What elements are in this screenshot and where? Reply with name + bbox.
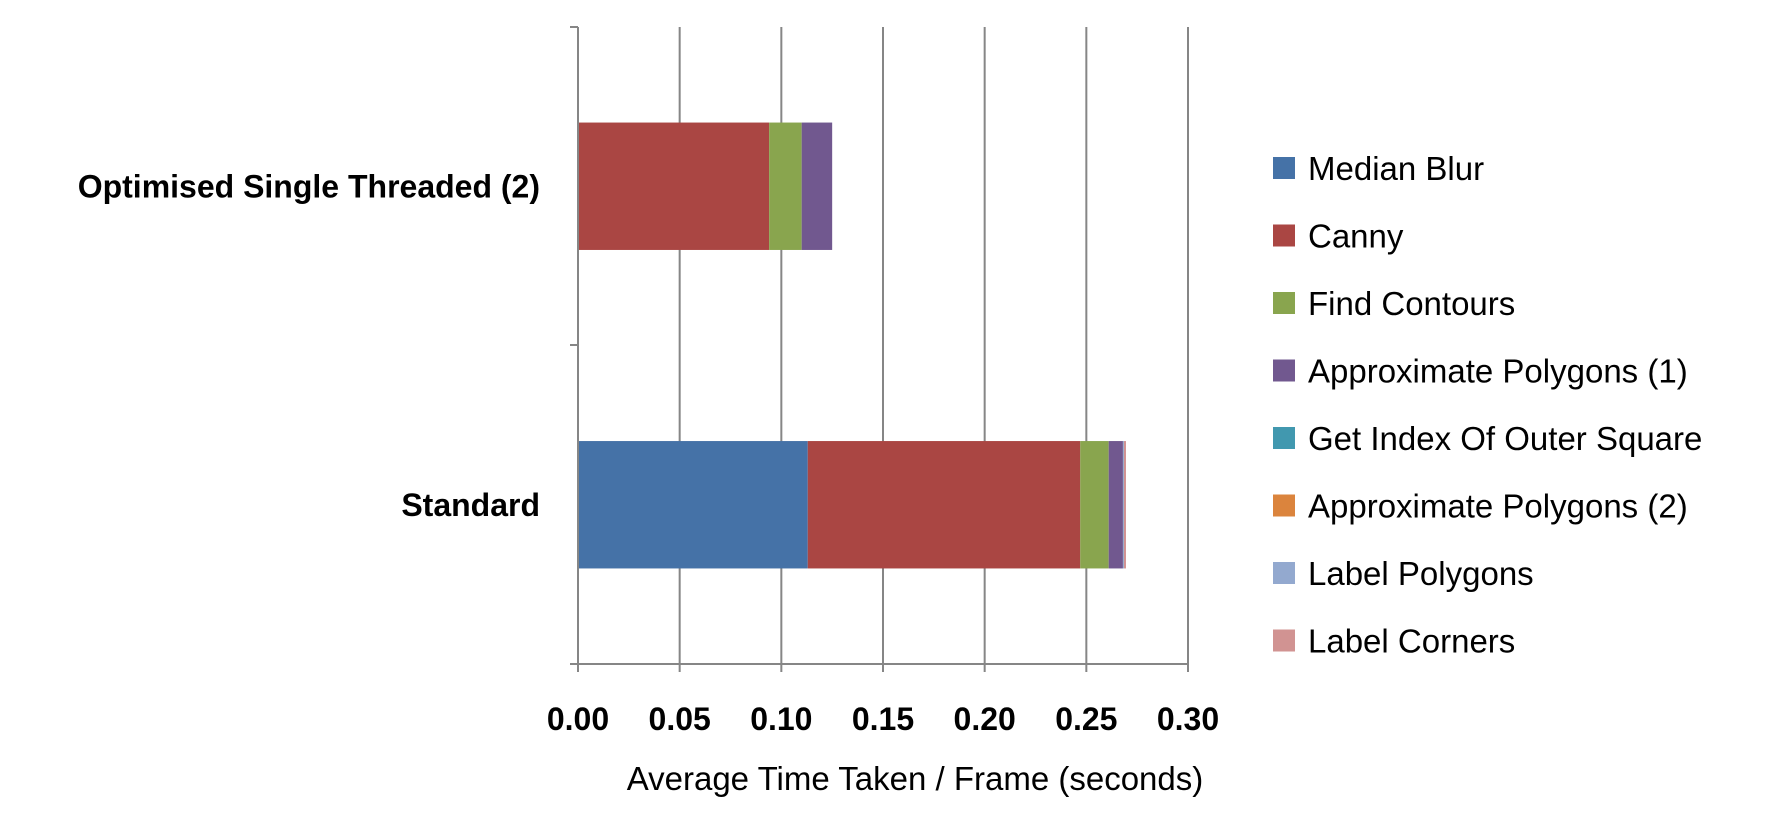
legend-label: Approximate Polygons (2) bbox=[1308, 488, 1688, 525]
x-tick-label: 0.10 bbox=[750, 701, 812, 737]
category-label: Optimised Single Threaded (2) bbox=[78, 168, 540, 204]
legend-swatch bbox=[1273, 427, 1295, 449]
legend-swatch bbox=[1273, 629, 1295, 652]
category-label: Standard bbox=[401, 487, 540, 523]
legend-label: Median Blur bbox=[1308, 150, 1484, 187]
legend-label: Label Polygons bbox=[1308, 555, 1534, 592]
x-tick-label: 0.15 bbox=[852, 701, 914, 737]
legend-swatch bbox=[1273, 224, 1295, 247]
legend-swatch bbox=[1273, 292, 1295, 314]
bar-segment bbox=[1080, 441, 1109, 569]
legend-label: Canny bbox=[1308, 218, 1404, 255]
bar-segment bbox=[578, 122, 770, 250]
bar-segment bbox=[1108, 441, 1123, 569]
x-tick-label: 0.30 bbox=[1157, 701, 1219, 737]
x-axis-title: Average Time Taken / Frame (seconds) bbox=[627, 760, 1204, 797]
axes bbox=[570, 26, 579, 665]
legend-swatch bbox=[1273, 359, 1295, 382]
legend-label: Get Index Of Outer Square bbox=[1308, 420, 1702, 457]
x-tick-labels: 0.00 0.05 0.10 0.15 0.20 0.25 0.30 bbox=[547, 701, 1219, 737]
legend-label: Find Contours bbox=[1308, 285, 1515, 322]
bar-segment bbox=[578, 441, 808, 569]
bars bbox=[578, 122, 1126, 569]
legend-swatch bbox=[1273, 157, 1295, 179]
x-tick-label: 0.05 bbox=[649, 701, 711, 737]
bar-segment bbox=[1123, 441, 1126, 569]
x-tick-label: 0.00 bbox=[547, 701, 609, 737]
x-tick-label: 0.25 bbox=[1055, 701, 1117, 737]
legend-swatch bbox=[1273, 562, 1295, 584]
legend-label: Label Corners bbox=[1308, 623, 1515, 660]
legend-swatch bbox=[1273, 494, 1295, 517]
legend: Median Blur Canny Find Contours Approximate… bbox=[1273, 150, 1702, 660]
bar-segment bbox=[801, 122, 833, 250]
bar-segment bbox=[807, 441, 1081, 569]
category-labels: Optimised Single Threaded (2) Standard bbox=[78, 168, 540, 523]
legend-label: Approximate Polygons (1) bbox=[1308, 353, 1688, 390]
x-tick-label: 0.20 bbox=[954, 701, 1016, 737]
bar-segment bbox=[769, 122, 802, 250]
bar-segment bbox=[1122, 441, 1124, 569]
